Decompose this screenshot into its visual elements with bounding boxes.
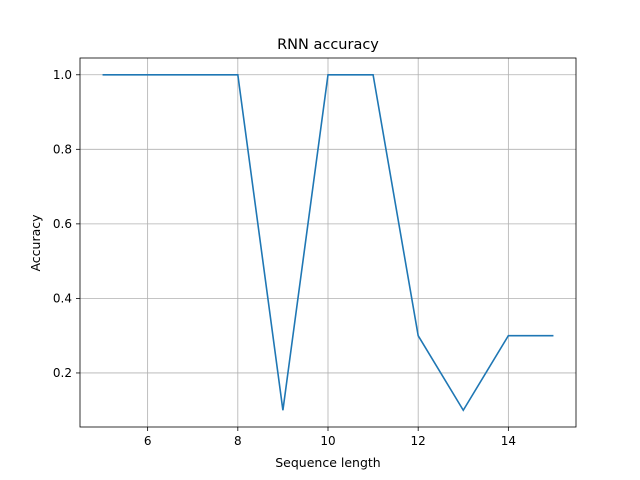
y-tick-label: 0.4 bbox=[53, 291, 72, 305]
y-axis-label: Accuracy bbox=[28, 214, 43, 272]
data-point bbox=[102, 74, 104, 76]
x-tick-label: 6 bbox=[144, 434, 152, 448]
series-line bbox=[102, 73, 554, 412]
y-tick-label: 0.2 bbox=[53, 366, 72, 380]
chart-title: RNN accuracy bbox=[277, 37, 379, 53]
y-tick-label: 1.0 bbox=[53, 68, 72, 82]
data-point bbox=[282, 409, 284, 411]
x-tick-label: 10 bbox=[320, 434, 335, 448]
grid bbox=[80, 58, 576, 427]
data-point bbox=[327, 74, 329, 76]
data-point bbox=[508, 335, 510, 337]
x-tick-label: 8 bbox=[234, 434, 242, 448]
data-point bbox=[192, 74, 194, 76]
series-layer bbox=[102, 73, 555, 412]
data-point bbox=[147, 74, 149, 76]
x-axis-label: Sequence length bbox=[275, 455, 380, 470]
x-tick-label: 14 bbox=[501, 434, 516, 448]
y-axis-ticks: 0.2 0.4 0.6 0.8 1.0 bbox=[53, 68, 80, 380]
data-point bbox=[237, 74, 239, 76]
x-axis-ticks: 6 8 10 12 14 bbox=[144, 427, 516, 448]
y-tick-label: 0.6 bbox=[53, 217, 72, 231]
data-point bbox=[372, 74, 374, 76]
data-point bbox=[417, 335, 419, 337]
y-tick-label: 0.8 bbox=[53, 142, 72, 156]
x-tick-label: 12 bbox=[411, 434, 426, 448]
data-point bbox=[553, 335, 555, 337]
data-point bbox=[462, 409, 464, 411]
